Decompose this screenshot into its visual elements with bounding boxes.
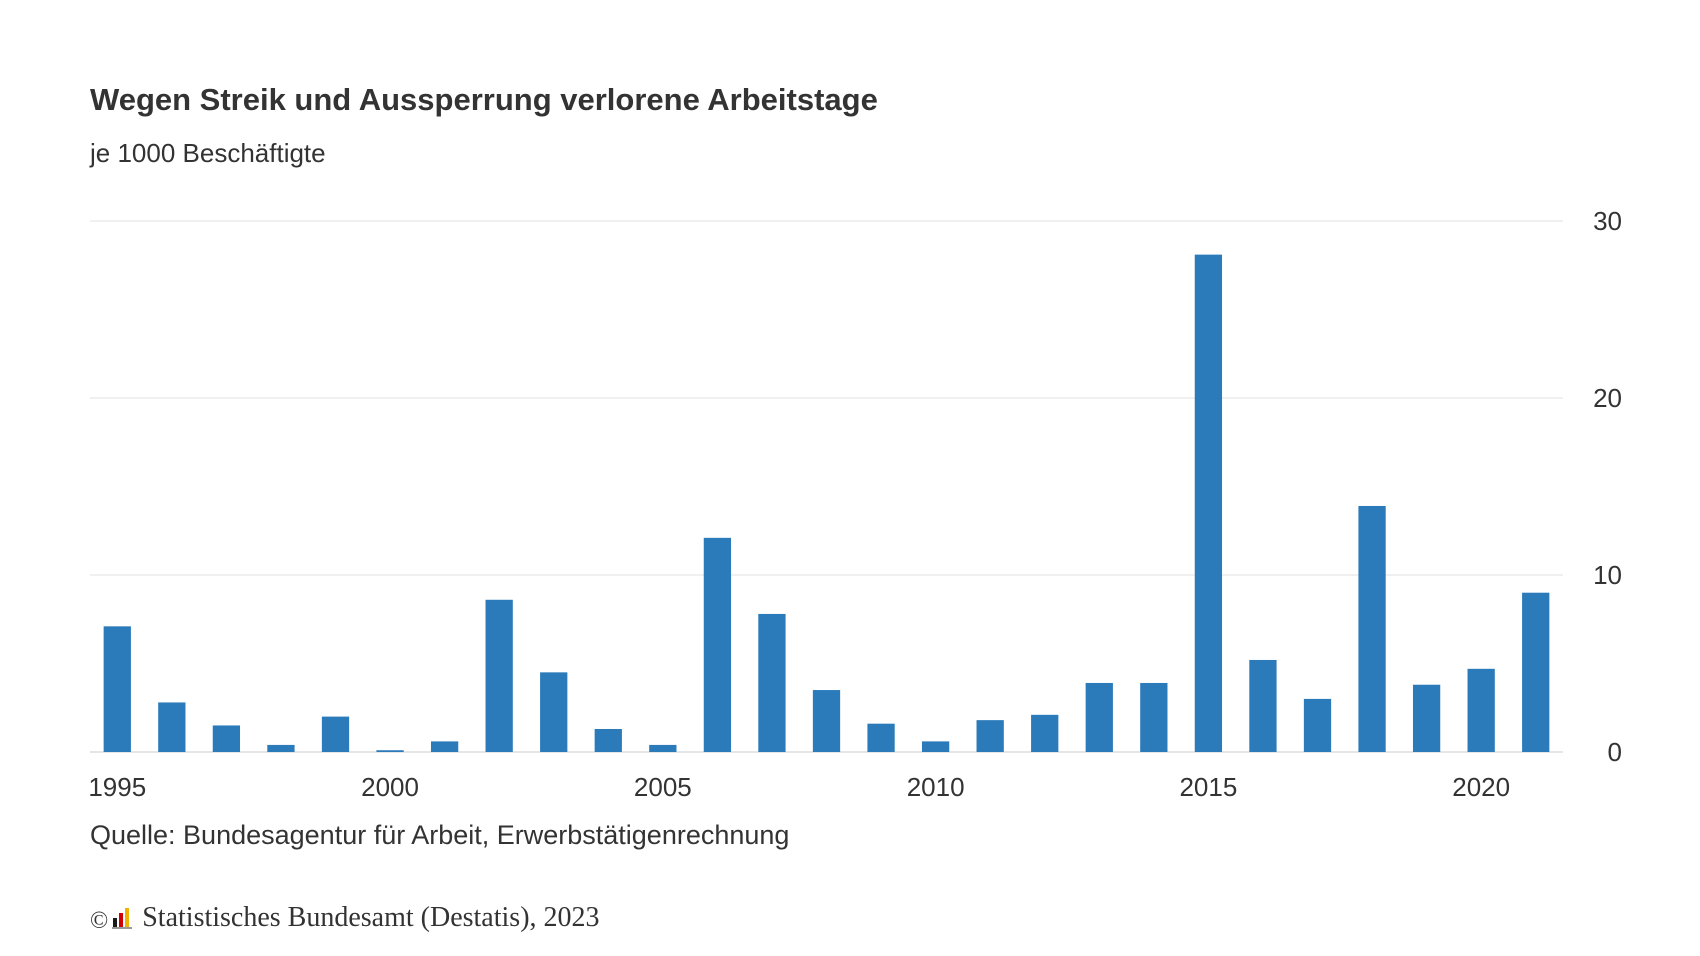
bar-2018 — [1358, 505, 1386, 752]
y-tick-label: 10 — [1593, 560, 1622, 590]
bar-2006 — [703, 537, 732, 752]
grid-lines — [90, 220, 1563, 753]
x-tick-label: 2015 — [1179, 772, 1237, 800]
bar-2003 — [540, 672, 568, 752]
copyright-line: © Statistisches Bundesamt (Destatis), 20… — [90, 902, 600, 934]
bar-2004 — [594, 728, 622, 752]
chart-title: Wegen Streik und Aussperrung verlorene A… — [90, 82, 878, 117]
bar-2017 — [1303, 698, 1332, 752]
bar-2016 — [1249, 659, 1277, 752]
bar-1995 — [103, 626, 131, 752]
y-tick-label: 0 — [1608, 737, 1622, 767]
bar-2002 — [485, 599, 513, 752]
bar-1997 — [212, 725, 241, 752]
y-tick-label: 30 — [1593, 206, 1622, 236]
bar-2014 — [1140, 682, 1168, 752]
bar-2019 — [1412, 684, 1441, 752]
bars — [103, 254, 1550, 752]
x-tick-label: 2010 — [907, 772, 965, 800]
bar-2015 — [1194, 254, 1223, 752]
bar-2009 — [867, 723, 895, 752]
x-tick-label: 2020 — [1452, 772, 1510, 800]
bar-2007 — [758, 613, 786, 752]
bar-chart: 0 10 20 30 1995 2000 2005 2010 2015 2020 — [88, 206, 1622, 800]
bar-2001 — [430, 741, 459, 752]
bar-2005 — [649, 744, 677, 752]
bar-1998 — [267, 744, 295, 752]
destatis-logo-icon — [112, 907, 134, 929]
chart-subtitle: je 1000 Beschäftigte — [90, 138, 326, 168]
x-tick-label: 1995 — [88, 772, 146, 800]
bar-2000 — [376, 750, 404, 752]
copyright-symbol: © — [90, 907, 109, 934]
bar-2020 — [1467, 668, 1495, 752]
y-axis-ticks: 0 10 20 30 — [1593, 206, 1622, 767]
bar-2010 — [921, 741, 950, 752]
bar-1996 — [158, 702, 186, 752]
x-tick-label: 2005 — [634, 772, 692, 800]
x-axis-ticks: 1995 2000 2005 2010 2015 2020 — [88, 772, 1510, 800]
bar-2021 — [1522, 592, 1550, 752]
copyright-text: Statistisches Bundesamt (Destatis), 2023 — [142, 902, 600, 933]
bar-1999 — [321, 716, 350, 752]
y-tick-label: 20 — [1593, 383, 1622, 413]
source-note: Quelle: Bundesagentur für Arbeit, Erwerb… — [90, 820, 790, 850]
bar-2013 — [1085, 682, 1113, 752]
bar-2012 — [1031, 714, 1059, 752]
x-tick-label: 2000 — [361, 772, 419, 800]
bar-2011 — [976, 720, 1004, 752]
bar-2008 — [812, 690, 841, 752]
